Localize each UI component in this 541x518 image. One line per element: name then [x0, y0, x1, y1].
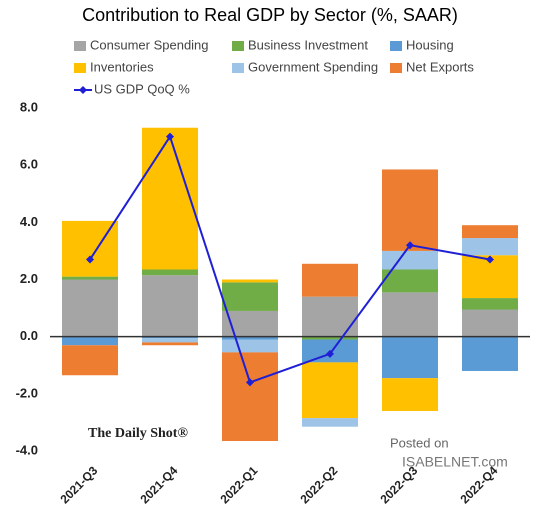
legend-label: Government Spending: [248, 59, 378, 74]
bar-segment: [302, 263, 358, 297]
bar-segment: [382, 269, 438, 293]
line-marker: [326, 349, 334, 358]
x-tick-label: 2022-Q2: [297, 463, 340, 506]
bar-segment: [382, 292, 438, 337]
bar-segment: [462, 336, 518, 371]
legend-label: Inventories: [90, 59, 154, 74]
bar-segment: [302, 418, 358, 427]
legend-marker: [79, 86, 87, 94]
bar-segment: [222, 339, 278, 353]
bar-segment: [222, 279, 278, 283]
bar-segment: [62, 336, 118, 346]
legend-label: Consumer Spending: [90, 37, 209, 52]
x-tick-label: 2021-Q3: [57, 463, 100, 506]
legend-swatch: [390, 41, 402, 51]
bar-segment: [302, 336, 358, 340]
bar-segment: [302, 296, 358, 337]
legend-swatch: [74, 63, 86, 73]
legend-swatch: [232, 41, 244, 51]
y-tick-label: 4.0: [20, 214, 38, 229]
bar-segment: [222, 282, 278, 311]
legend-label: US GDP QoQ %: [94, 81, 190, 96]
bar-segment: [382, 169, 438, 251]
line-marker: [86, 255, 94, 264]
x-tick-label: 2022-Q1: [217, 463, 260, 506]
bar-segment: [62, 276, 118, 280]
bar-segment: [222, 336, 278, 340]
bar-segment: [222, 352, 278, 441]
bar-segment: [462, 238, 518, 256]
bar-segment: [382, 336, 438, 379]
y-tick-label: 2.0: [20, 271, 38, 286]
bar-segment: [382, 378, 438, 411]
legend-swatch: [390, 63, 402, 73]
bar-segment: [462, 298, 518, 310]
legend-swatch: [232, 63, 244, 73]
line-marker: [166, 132, 174, 141]
bar-segment: [462, 225, 518, 239]
line: [89, 134, 491, 384]
bar-segment: [142, 338, 198, 343]
watermark: The Daily Shot®: [88, 426, 188, 441]
chart-title: Contribution to Real GDP by Sector (%, S…: [82, 5, 458, 25]
bar-segment: [62, 279, 118, 337]
legend-label: Net Exports: [406, 59, 474, 74]
y-tick-label: 6.0: [20, 157, 38, 172]
y-tick-label: -2.0: [16, 385, 38, 400]
bar-segment: [142, 342, 198, 346]
line-marker: [486, 255, 494, 264]
legend-label: Business Investment: [248, 37, 368, 52]
line-marker: [406, 241, 414, 250]
bar-segment: [302, 362, 358, 419]
x-tick-label: 2022-Q3: [377, 463, 420, 506]
watermark: ISABELNET.com: [402, 454, 508, 470]
bar-segment: [382, 250, 438, 270]
y-tick-label: 0.0: [20, 328, 38, 343]
x-tick-label: 2021-Q4: [137, 463, 180, 506]
y-tick-label: -4.0: [16, 442, 38, 457]
bar-segment: [62, 345, 118, 376]
line-marker: [246, 378, 254, 387]
bar-segment: [142, 269, 198, 276]
bar-segment: [142, 275, 198, 337]
y-tick-label: 8.0: [20, 99, 38, 114]
legend-label: Housing: [406, 37, 454, 52]
x-tick-label: 2022-Q4: [457, 463, 500, 506]
bar-segment: [142, 127, 198, 270]
legend-swatch: [74, 41, 86, 51]
bar-segment: [462, 309, 518, 337]
watermark: Posted on: [390, 435, 449, 450]
